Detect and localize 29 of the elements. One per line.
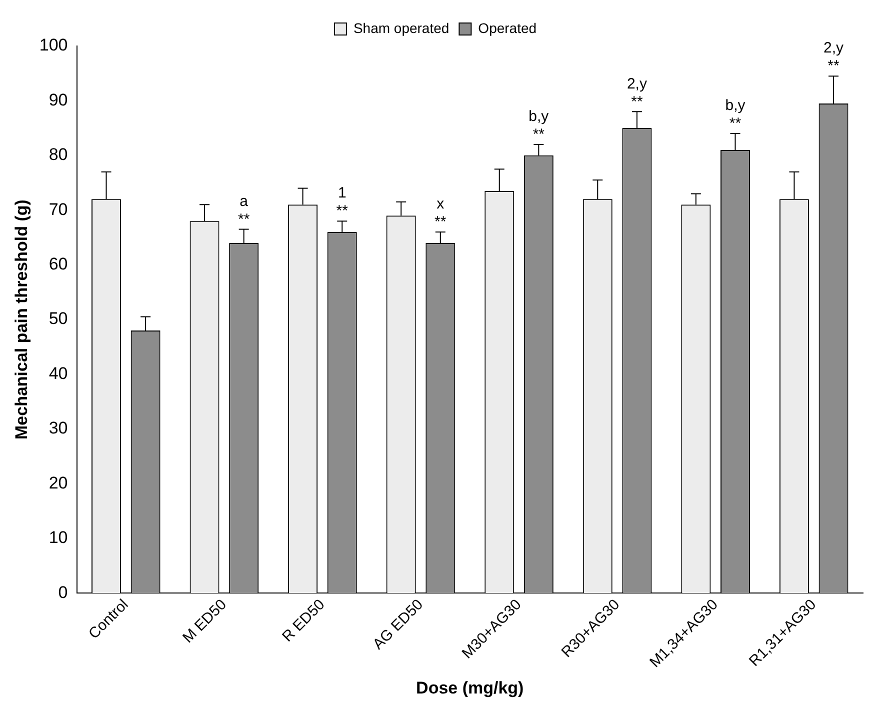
- annotation: **: [631, 93, 643, 110]
- y-tick-label: 80: [48, 145, 68, 164]
- y-tick-label: 20: [48, 473, 68, 492]
- y-tick-label: 60: [48, 254, 68, 274]
- annotation: x: [436, 196, 445, 213]
- annotation: 1: [338, 184, 346, 202]
- legend-label: Operated: [478, 20, 537, 36]
- legend-label: Sham operated: [353, 20, 450, 36]
- annotation: **: [434, 214, 446, 231]
- annotation: **: [238, 210, 250, 228]
- annotation: 2,y: [824, 40, 844, 57]
- y-tick-label: 40: [48, 364, 68, 383]
- y-tick-label: 50: [48, 309, 68, 328]
- annotation: b,y: [528, 108, 550, 126]
- annotation: **: [828, 58, 840, 75]
- annotation: **: [336, 202, 348, 220]
- y-tick-label: 10: [48, 528, 68, 548]
- y-axis-title: Mechanical pain threshold (g): [12, 200, 31, 440]
- annotation: **: [729, 115, 742, 132]
- y-tick-label: 100: [39, 36, 68, 55]
- y-tick-label: 90: [48, 90, 68, 110]
- y-tick-label: 0: [58, 582, 68, 602]
- y-tick-label: 30: [48, 418, 68, 438]
- annotation: a: [240, 192, 249, 210]
- y-tick-label: 70: [48, 200, 68, 219]
- annotation: b,y: [725, 97, 746, 114]
- x-axis-title: Dose (mg/kg): [416, 678, 524, 698]
- annotation: 2,y: [626, 75, 648, 92]
- annotation: **: [532, 126, 545, 144]
